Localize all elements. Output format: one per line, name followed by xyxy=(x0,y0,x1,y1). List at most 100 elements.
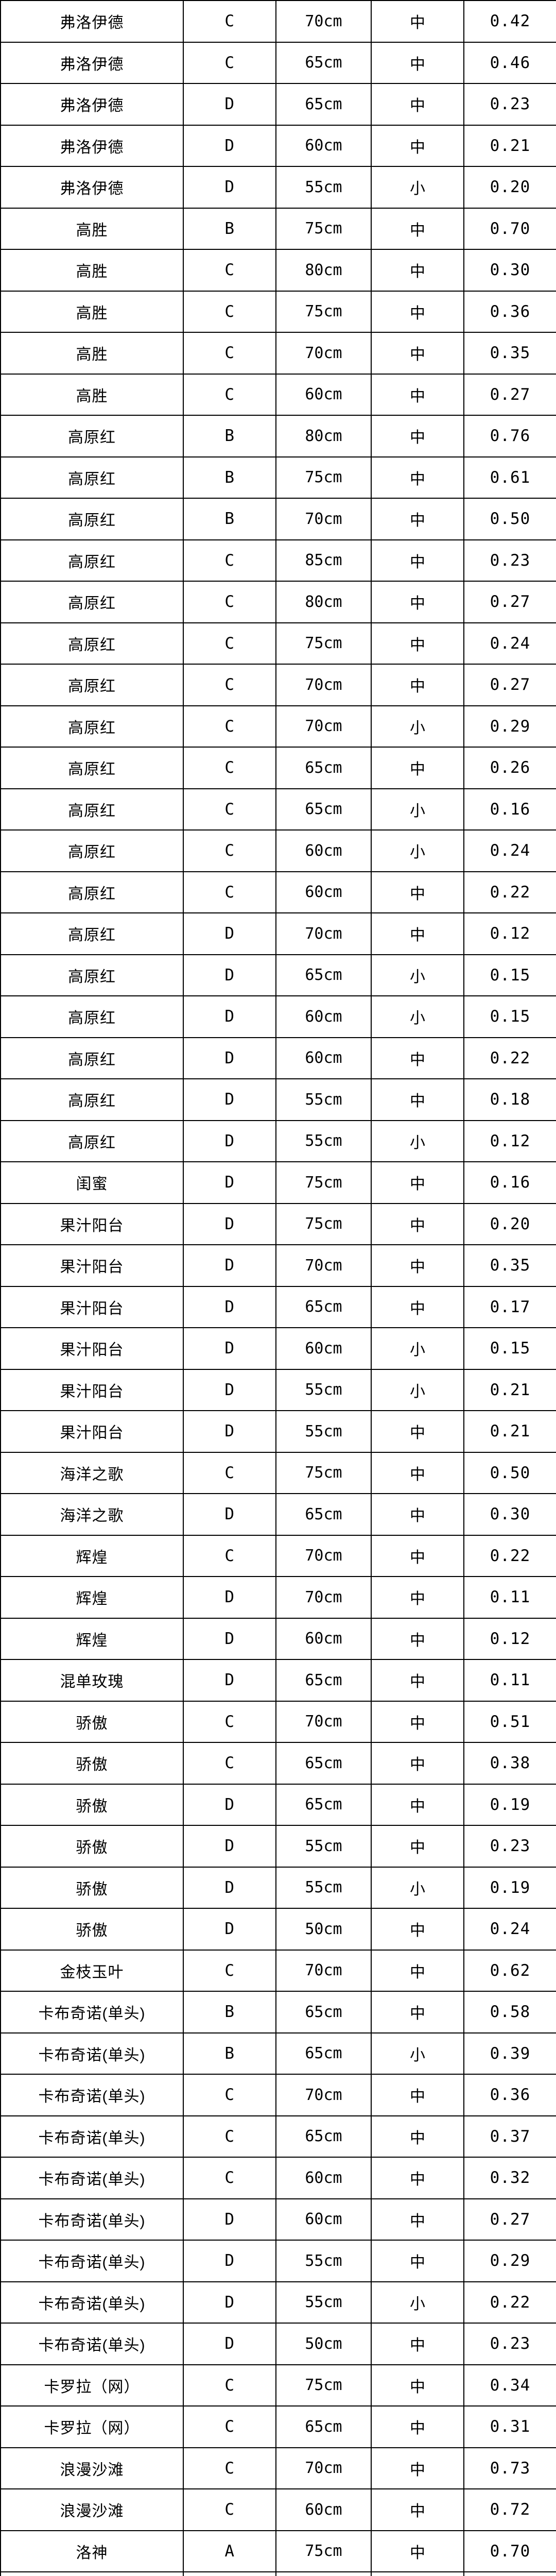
cell-variety[interactable]: 骄傲 xyxy=(0,1908,184,1951)
cell-price[interactable]: 0.76 xyxy=(463,415,556,457)
cell-price[interactable]: 0.70 xyxy=(463,207,556,250)
cell-bud-size[interactable]: 中 xyxy=(371,664,464,706)
cell-price[interactable]: 0.74 xyxy=(463,2571,556,2576)
cell-bud-size[interactable]: 小 xyxy=(371,2032,464,2075)
cell-grade[interactable]: D xyxy=(183,1120,276,1162)
table-row[interactable]: 骄傲 D 55cm 小 0.19 xyxy=(0,1866,556,1909)
cell-price[interactable]: 0.21 xyxy=(463,1368,556,1411)
cell-length[interactable]: 60cm xyxy=(275,1037,372,1079)
table-row[interactable]: 弗洛伊德 C 70cm 中 0.42 xyxy=(0,0,556,43)
cell-length[interactable]: 70cm xyxy=(275,664,372,706)
cell-price[interactable]: 0.19 xyxy=(463,1866,556,1909)
table-row[interactable]: 弗洛伊德 D 60cm 中 0.21 xyxy=(0,124,556,167)
table-row[interactable]: 高原红 B 75cm 中 0.61 xyxy=(0,456,556,499)
cell-grade[interactable]: D xyxy=(183,1493,276,1536)
cell-variety[interactable]: 果汁阳台 xyxy=(0,1244,184,1287)
cell-price[interactable]: 0.22 xyxy=(463,1037,556,1079)
table-row[interactable]: 卡布奇诺(单头) B 65cm 中 0.58 xyxy=(0,1991,556,2033)
cell-bud-size[interactable]: 小 xyxy=(371,166,464,209)
cell-price[interactable]: 0.24 xyxy=(463,622,556,665)
cell-price[interactable]: 0.20 xyxy=(463,166,556,209)
cell-variety[interactable]: 果汁阳台 xyxy=(0,1327,184,1370)
cell-grade[interactable]: C xyxy=(183,581,276,623)
cell-grade[interactable]: C xyxy=(183,747,276,789)
cell-length[interactable]: 80cm xyxy=(275,249,372,292)
cell-grade[interactable]: D xyxy=(183,1908,276,1951)
table-row[interactable]: 卡罗拉（网） C 75cm 中 0.34 xyxy=(0,2364,556,2406)
cell-length[interactable]: 60cm xyxy=(275,2488,372,2531)
cell-price[interactable]: 0.27 xyxy=(463,2198,556,2241)
cell-price[interactable]: 0.11 xyxy=(463,1659,556,1702)
table-row[interactable]: 金枝玉叶 C 70cm 中 0.62 xyxy=(0,1949,556,1992)
table-row[interactable]: 果汁阳台 D 65cm 中 0.17 xyxy=(0,1285,556,1328)
cell-bud-size[interactable]: 中 xyxy=(371,2115,464,2158)
cell-length[interactable]: 55cm xyxy=(275,2281,372,2324)
table-row[interactable]: 高胜 C 80cm 中 0.30 xyxy=(0,249,556,292)
cell-variety[interactable]: 弗洛伊德 xyxy=(0,83,184,126)
cell-bud-size[interactable]: 小 xyxy=(371,1866,464,1909)
table-row[interactable]: 骄傲 D 50cm 中 0.24 xyxy=(0,1908,556,1951)
cell-length[interactable]: 75cm xyxy=(275,2530,372,2572)
cell-bud-size[interactable]: 中 xyxy=(371,2364,464,2406)
table-row[interactable]: 高原红 B 80cm 中 0.76 xyxy=(0,415,556,457)
cell-bud-size[interactable]: 中 xyxy=(371,1576,464,1619)
cell-grade[interactable]: C xyxy=(183,1742,276,1785)
cell-grade[interactable]: B xyxy=(183,1991,276,2033)
cell-length[interactable]: 65cm xyxy=(275,788,372,831)
cell-variety[interactable]: 骄傲 xyxy=(0,1866,184,1909)
cell-bud-size[interactable]: 小 xyxy=(371,2281,464,2324)
table-row[interactable]: 高原红 C 65cm 中 0.26 xyxy=(0,747,556,789)
cell-length[interactable]: 60cm xyxy=(275,373,372,416)
cell-length[interactable]: 65cm xyxy=(275,2115,372,2158)
cell-bud-size[interactable]: 中 xyxy=(371,1534,464,1577)
cell-price[interactable]: 0.21 xyxy=(463,1410,556,1453)
table-row[interactable]: 卡布奇诺(单头) D 55cm 小 0.22 xyxy=(0,2281,556,2324)
cell-length[interactable]: 65cm xyxy=(275,1493,372,1536)
cell-grade[interactable]: C xyxy=(183,664,276,706)
table-row[interactable]: 弗洛伊德 D 65cm 中 0.23 xyxy=(0,83,556,126)
cell-grade[interactable]: D xyxy=(183,1825,276,1868)
cell-length[interactable]: 70cm xyxy=(275,2571,372,2576)
table-row[interactable]: 高原红 D 70cm 中 0.12 xyxy=(0,912,556,955)
table-row[interactable]: 高原红 D 55cm 小 0.12 xyxy=(0,1120,556,1162)
cell-price[interactable]: 0.22 xyxy=(463,871,556,913)
cell-bud-size[interactable]: 中 xyxy=(371,1991,464,2033)
cell-grade[interactable]: C xyxy=(183,2157,276,2199)
cell-variety[interactable]: 洛神 xyxy=(0,2571,184,2576)
cell-variety[interactable]: 果汁阳台 xyxy=(0,1202,184,1245)
cell-variety[interactable]: 高原红 xyxy=(0,415,184,457)
cell-grade[interactable]: C xyxy=(183,829,276,872)
table-row[interactable]: 卡布奇诺(单头) C 60cm 中 0.32 xyxy=(0,2157,556,2199)
cell-variety[interactable]: 高原红 xyxy=(0,1037,184,1079)
cell-variety[interactable]: 弗洛伊德 xyxy=(0,41,184,84)
table-row[interactable]: 弗洛伊德 D 55cm 小 0.20 xyxy=(0,166,556,209)
table-row[interactable]: 卡布奇诺(单头) C 70cm 中 0.36 xyxy=(0,2074,556,2116)
cell-variety[interactable]: 高原红 xyxy=(0,1078,184,1121)
cell-bud-size[interactable]: 中 xyxy=(371,1700,464,1743)
cell-grade[interactable]: D xyxy=(183,1368,276,1411)
cell-grade[interactable]: C xyxy=(183,1949,276,1992)
cell-grade[interactable]: C xyxy=(183,539,276,582)
cell-bud-size[interactable]: 中 xyxy=(371,1202,464,1245)
cell-price[interactable]: 0.11 xyxy=(463,1576,556,1619)
cell-length[interactable]: 70cm xyxy=(275,1949,372,1992)
cell-bud-size[interactable]: 中 xyxy=(371,2157,464,2199)
cell-bud-size[interactable]: 中 xyxy=(371,622,464,665)
cell-length[interactable]: 65cm xyxy=(275,1742,372,1785)
cell-grade[interactable]: D xyxy=(183,1161,276,1204)
table-row[interactable]: 闺蜜 D 75cm 中 0.16 xyxy=(0,1161,556,1204)
cell-variety[interactable]: 卡布奇诺(单头) xyxy=(0,2323,184,2365)
cell-price[interactable]: 0.51 xyxy=(463,1700,556,1743)
cell-bud-size[interactable]: 中 xyxy=(371,1161,464,1204)
cell-length[interactable]: 75cm xyxy=(275,207,372,250)
cell-length[interactable]: 80cm xyxy=(275,581,372,623)
cell-price[interactable]: 0.29 xyxy=(463,2240,556,2282)
table-row[interactable]: 弗洛伊德 C 65cm 中 0.46 xyxy=(0,41,556,84)
cell-price[interactable]: 0.32 xyxy=(463,2157,556,2199)
cell-bud-size[interactable]: 中 xyxy=(371,581,464,623)
cell-bud-size[interactable]: 小 xyxy=(371,705,464,748)
cell-grade[interactable]: D xyxy=(183,1285,276,1328)
cell-variety[interactable]: 高胜 xyxy=(0,332,184,375)
cell-variety[interactable]: 高胜 xyxy=(0,207,184,250)
cell-variety[interactable]: 高胜 xyxy=(0,373,184,416)
